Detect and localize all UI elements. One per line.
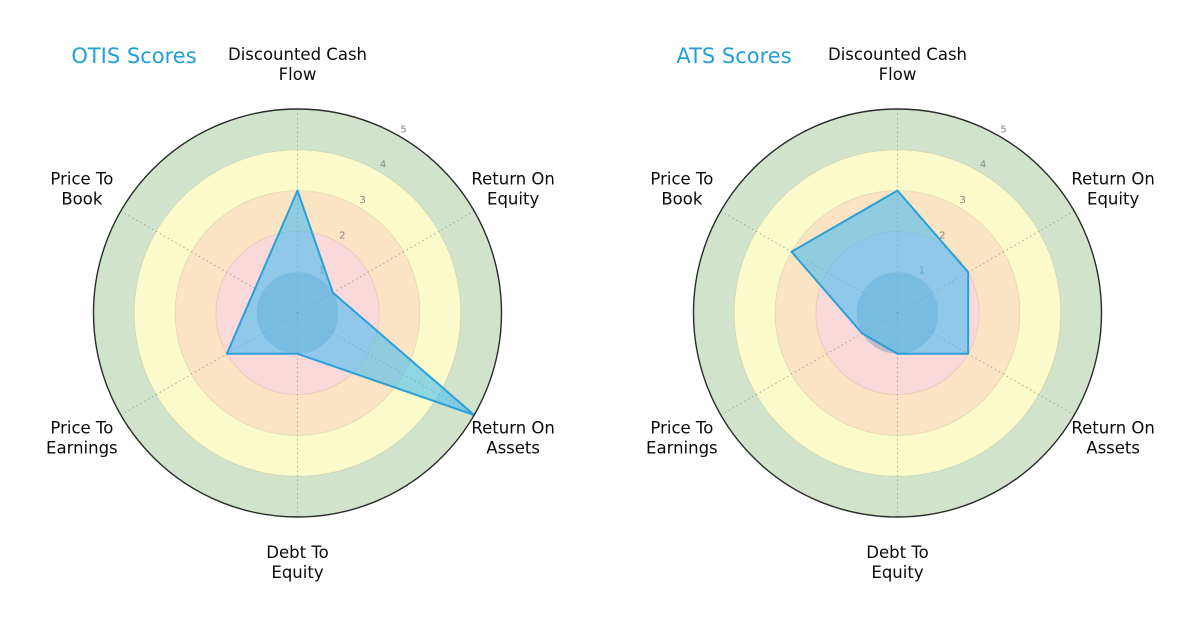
radial-tick-label: 5 — [1000, 124, 1006, 135]
chart-title-otis-scores: OTIS Scores — [71, 44, 196, 68]
axis-label-discounted-cash-flow: Discounted Cash Flow — [228, 45, 367, 84]
series-polygon-otis-scores — [225, 189, 476, 416]
axis-label-line: Discounted Cash — [228, 45, 367, 64]
axis-label-discounted-cash-flow: Discounted Cash Flow — [828, 45, 967, 84]
axis-label-line: Return On — [471, 419, 554, 438]
axis-label-return-on-assets: Return On Assets — [471, 419, 554, 458]
radial-tick-label: 2 — [939, 230, 945, 241]
axis-label-price-to-book: Price To Book — [650, 170, 713, 209]
radial-tick-label: 4 — [980, 160, 986, 171]
axis-label-line: Book — [661, 190, 703, 209]
axis-label-price-to-earnings: Price To Earnings — [46, 419, 118, 458]
axis-label-line: Return On — [471, 170, 554, 189]
axis-label-line: Assets — [1086, 439, 1140, 458]
outer-circle — [692, 108, 1103, 518]
axis-label-return-on-equity: Return On Equity — [471, 170, 554, 209]
axis-label-line: Equity — [271, 563, 323, 582]
axis-label-line: Debt To — [266, 543, 328, 562]
axis-label-line: Flow — [279, 65, 317, 84]
axis-label-line: Price To — [50, 419, 113, 438]
radial-tick-label: 2 — [339, 230, 345, 241]
radial-tick-label: 3 — [960, 195, 966, 206]
chart-title-ats-scores: ATS Scores — [676, 44, 791, 68]
axis-label-line: Book — [61, 190, 103, 209]
axis-label-line: Flow — [879, 65, 917, 84]
axis-label-debt-to-equity: Debt To Equity — [266, 543, 328, 582]
radial-tick-label: 3 — [360, 195, 366, 206]
radial-tick-label: 4 — [380, 160, 386, 171]
axis-label-line: Return On — [1071, 419, 1154, 438]
axis-label-line: Earnings — [46, 439, 118, 458]
series-polygon-ats-scores — [790, 189, 970, 355]
axis-label-line: Equity — [871, 563, 923, 582]
axis-label-line: Price To — [650, 170, 713, 189]
axis-label-line: Equity — [487, 190, 539, 209]
axis-label-line: Return On — [1071, 170, 1154, 189]
radial-tick-label: 5 — [400, 124, 406, 135]
axis-label-line: Earnings — [646, 439, 718, 458]
axis-label-line: Price To — [650, 419, 713, 438]
axis-label-price-to-earnings: Price To Earnings — [646, 419, 718, 458]
axis-label-line: Price To — [50, 170, 113, 189]
axis-label-debt-to-equity: Debt To Equity — [866, 543, 928, 582]
axis-label-line: Equity — [1087, 190, 1139, 209]
axis-label-return-on-assets: Return On Assets — [1071, 419, 1154, 458]
axis-label-line: Discounted Cash — [828, 45, 967, 64]
axis-label-line: Assets — [486, 439, 540, 458]
axis-label-price-to-book: Price To Book — [50, 170, 113, 209]
axis-label-line: Debt To — [866, 543, 928, 562]
axis-label-return-on-equity: Return On Equity — [1071, 170, 1154, 209]
outer-circle — [92, 108, 503, 518]
